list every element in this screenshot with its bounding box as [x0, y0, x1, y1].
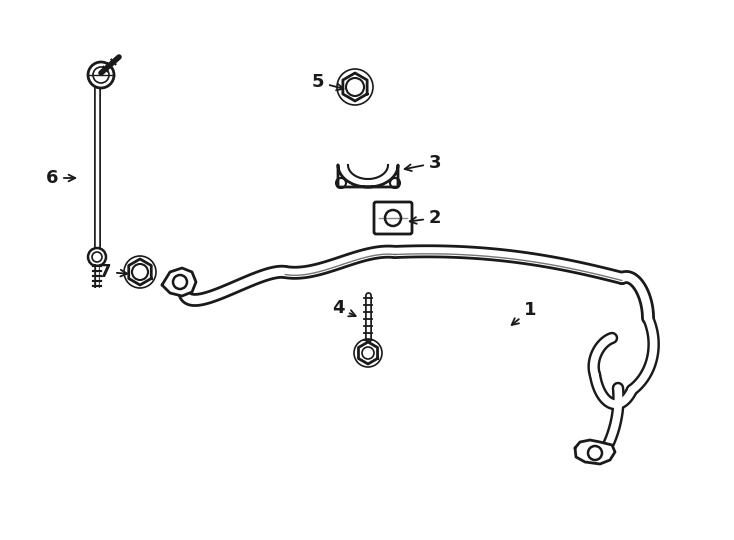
Text: 7: 7 — [99, 263, 127, 281]
Text: 6: 6 — [46, 169, 75, 187]
Polygon shape — [128, 259, 151, 285]
Text: 4: 4 — [332, 299, 356, 317]
Text: 3: 3 — [404, 154, 441, 172]
Circle shape — [88, 62, 114, 88]
Polygon shape — [358, 342, 377, 364]
Polygon shape — [162, 268, 196, 296]
Circle shape — [88, 248, 106, 266]
Polygon shape — [338, 165, 398, 187]
Polygon shape — [343, 73, 367, 101]
FancyBboxPatch shape — [374, 202, 412, 234]
Polygon shape — [575, 440, 615, 464]
Text: 2: 2 — [410, 209, 441, 227]
Text: 5: 5 — [312, 73, 344, 91]
Text: 1: 1 — [512, 301, 537, 325]
